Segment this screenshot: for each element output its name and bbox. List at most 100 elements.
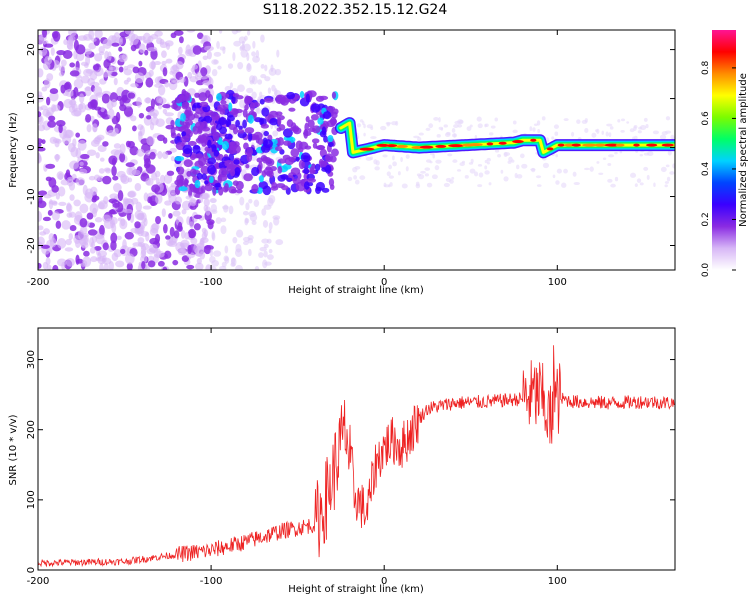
spectrogram-cell [79,217,88,228]
spectrogram-cell [202,80,212,86]
spectrogram-cell [260,144,271,153]
spectrogram-cell [451,127,456,133]
spectrogram-cell [354,179,360,185]
spectrogram-cell [449,179,454,184]
spectrogram-cell [47,120,57,128]
spectrogram-cell [108,155,118,165]
spectrogram-cell [200,185,206,194]
spectrogram-cell [42,40,49,45]
spectrogram-cell [322,111,332,120]
spectrogram-cell [165,42,171,50]
spectrogram-cell [163,250,172,259]
spectrogram-cell [202,55,209,61]
spectrogram-cell [165,124,175,130]
spectrogram-cell [529,126,533,132]
spectrogram-cell [124,30,135,35]
spectrogram-cell [102,214,112,223]
spectrogram-cell [259,246,268,252]
spectrogram-cell [232,180,239,186]
spectrogram-cell [281,185,289,191]
spectrogram-cell [428,123,434,129]
spectrogram-cell [633,135,638,140]
spectrogram-cell [269,165,278,172]
spectrogram-cell [66,178,74,187]
spectrogram-cell [110,232,118,244]
spectrogram-cell [82,256,92,267]
spectrogram-cell [220,225,227,235]
spectrogram-cell [244,95,251,104]
spectrogram-cell [192,45,202,55]
spectrogram-cell [122,239,127,251]
spectrogram-cell [84,86,92,91]
spectrogram-cell [184,49,194,57]
spectrogram-cell [607,163,612,166]
spectrogram-cell [55,138,62,144]
spectrogram-cell [190,237,198,245]
spectrogram-cell [545,137,550,143]
spectrogram-cell [203,204,208,212]
snr-y-axis-label: SNR (10 * v/v) [8,414,19,485]
spectrogram-cell [39,231,47,236]
spectrogram-cell [119,143,126,155]
spectrogram-cell [194,179,201,189]
spectrogram-cell [49,88,59,95]
spectrogram-cell [434,165,440,171]
spectrogram-cell [230,257,237,267]
spectrogram-cell [102,71,109,78]
spectrogram-cell [248,248,252,257]
spectrogram-cell [150,33,159,40]
spectrogram-cell [173,230,180,239]
spectrogram-frame [37,29,676,271]
spectrogram-cell [90,186,98,196]
spectrogram-cell [187,244,192,255]
spectrogram-cell [189,221,195,229]
spectrogram-cell [150,49,158,60]
spectrogram-cell [282,128,293,138]
spectral-peak [582,143,597,147]
spectrogram-cell [172,259,179,266]
spectrogram-cell [486,157,492,162]
spectrogram-cell [243,142,249,150]
spectrogram-cell [235,264,243,270]
spectrogram-cell [268,229,272,234]
spectrogram-cell [120,175,130,185]
spectrogram-cell [135,201,142,212]
spectrogram-cell [180,113,186,122]
spectrogram-cell [211,59,219,65]
spectrogram-cell [139,125,145,136]
spectrogram-cell [162,266,168,270]
spectrogram-cell [137,237,145,244]
spectrogram-cell [232,236,238,244]
spectrogram-cell [278,124,286,131]
spectrogram-cell [201,192,210,200]
spectrogram-cell [610,183,616,188]
spectrogram-cell [83,48,92,55]
spectrogram-cell [606,123,613,127]
spectrogram-cell [38,236,45,247]
spectrogram-cell [243,240,249,246]
spectrogram-cell [477,123,483,129]
spectrogram-cell [130,34,139,46]
spectrogram-cell [224,133,233,140]
spectrogram-cell [269,117,279,126]
spectrogram-cell [101,257,112,265]
spectrogram-cell [68,233,73,240]
spectrogram-cell [253,131,263,141]
spectrogram-cell [56,171,65,180]
spectrogram-cell [429,160,433,164]
spectrogram-cell [38,68,44,78]
spectral-peak [419,145,434,149]
spectrogram-cell [477,184,483,188]
spectrogram-cell [555,180,560,185]
spectrogram-cell [537,129,541,134]
spectrogram-cell [276,49,280,58]
spectrogram-cell [46,96,51,106]
spectrogram-cell [146,115,152,120]
spectrogram-cell [171,103,178,110]
spectrogram-cell [116,235,122,241]
spectrogram-cell [204,183,213,192]
spectrogram-cell [182,144,193,155]
spectrogram-cell [218,30,223,34]
spectrogram-cell [208,84,214,90]
spectrogram-cell [113,143,121,149]
